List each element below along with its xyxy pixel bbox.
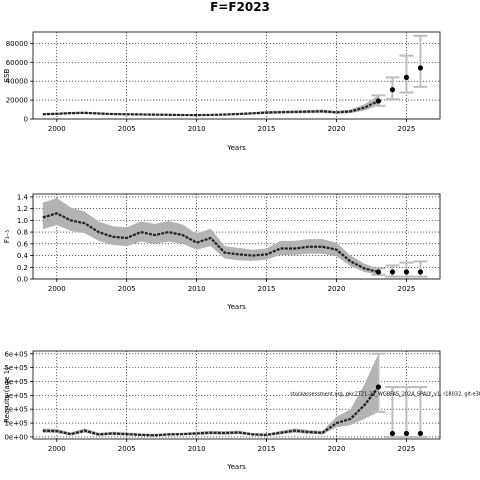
x-tick-label: 2000 <box>48 125 66 133</box>
y-tick-label: 0.6 <box>17 240 29 248</box>
y-axis-label: Recruits (age 1) <box>3 367 11 423</box>
x-axis-label: Years <box>226 303 246 311</box>
x-tick-label: 2020 <box>328 125 346 133</box>
forecast-point <box>375 98 382 104</box>
y-tick-label: 60000 <box>6 59 28 67</box>
y-tick-label: 0.2 <box>17 264 28 272</box>
confidence-band <box>42 95 379 116</box>
y-tick-label: 0.0 <box>17 276 28 284</box>
confidence-band <box>42 198 379 275</box>
x-tick-label: 2025 <box>398 125 416 133</box>
x-axis-label: Years <box>226 144 246 152</box>
plot-frame <box>32 193 441 280</box>
forecast-point <box>403 430 410 437</box>
y-tick-label: 4e+05 <box>4 378 28 386</box>
x-axis-label: Years <box>226 463 246 471</box>
forecast-point <box>403 269 410 275</box>
forecast-point <box>417 269 424 275</box>
forecast-point <box>389 87 396 93</box>
y-tick-label: 0e+00 <box>4 433 28 441</box>
x-tick-label: 2010 <box>188 445 206 453</box>
y-tick-label: 1.4 <box>17 193 29 201</box>
x-tick-label: 2005 <box>118 125 136 133</box>
chart-title: F=F2023 <box>210 0 270 14</box>
y-tick-label: 1e+05 <box>4 420 28 428</box>
x-tick-label: 2000 <box>48 285 66 293</box>
x-tick-label: 2015 <box>258 445 276 453</box>
x-tick-label: 2005 <box>118 445 136 453</box>
x-tick-label: 2015 <box>258 125 276 133</box>
y-tick-label: 20000 <box>6 97 28 105</box>
plot-frame <box>32 31 441 120</box>
forecast-point <box>389 269 396 275</box>
y-tick-label: 0 <box>24 116 28 124</box>
y-tick-label: 0.4 <box>17 252 29 260</box>
forecast-point <box>403 74 410 80</box>
forecast-point <box>389 430 396 437</box>
y-tick-label: 1.0 <box>17 217 28 225</box>
x-tick-label: 2020 <box>328 445 346 453</box>
forecast-point <box>417 430 424 437</box>
estimate-line <box>42 100 379 117</box>
x-tick-label: 2015 <box>258 285 276 293</box>
y-tick-label: 40000 <box>6 78 28 86</box>
provenance-annotation: stockassessment.org, pkc2T21-23_WGBFAS_2… <box>290 391 480 397</box>
x-tick-label: 2025 <box>398 285 416 293</box>
estimate-line <box>42 386 380 437</box>
panel-2 <box>30 193 441 282</box>
y-tick-label: 0.8 <box>17 229 28 237</box>
x-tick-label: 2010 <box>188 285 206 293</box>
y-tick-label: 3e+05 <box>4 392 28 400</box>
panel-3 <box>30 350 441 442</box>
x-tick-label: 2025 <box>398 445 416 453</box>
x-tick-label: 2000 <box>48 445 66 453</box>
x-tick-label: 2010 <box>188 125 206 133</box>
y-tick-label: 80000 <box>6 40 28 48</box>
estimate-line <box>42 212 379 274</box>
forecast-point <box>417 65 424 71</box>
forecast-point <box>375 269 382 275</box>
y-tick-label: 2e+05 <box>4 406 28 414</box>
y-axis-label: F₃₋₅ <box>3 230 11 244</box>
x-tick-label: 2005 <box>118 285 136 293</box>
forecast-point <box>375 384 382 390</box>
x-tick-label: 2020 <box>328 285 346 293</box>
y-tick-label: 5e+05 <box>4 364 28 372</box>
y-tick-label: 6e+05 <box>4 350 28 358</box>
y-axis-label: SSB <box>3 68 11 82</box>
y-tick-label: 1.2 <box>17 205 28 213</box>
panel-1 <box>30 31 441 122</box>
